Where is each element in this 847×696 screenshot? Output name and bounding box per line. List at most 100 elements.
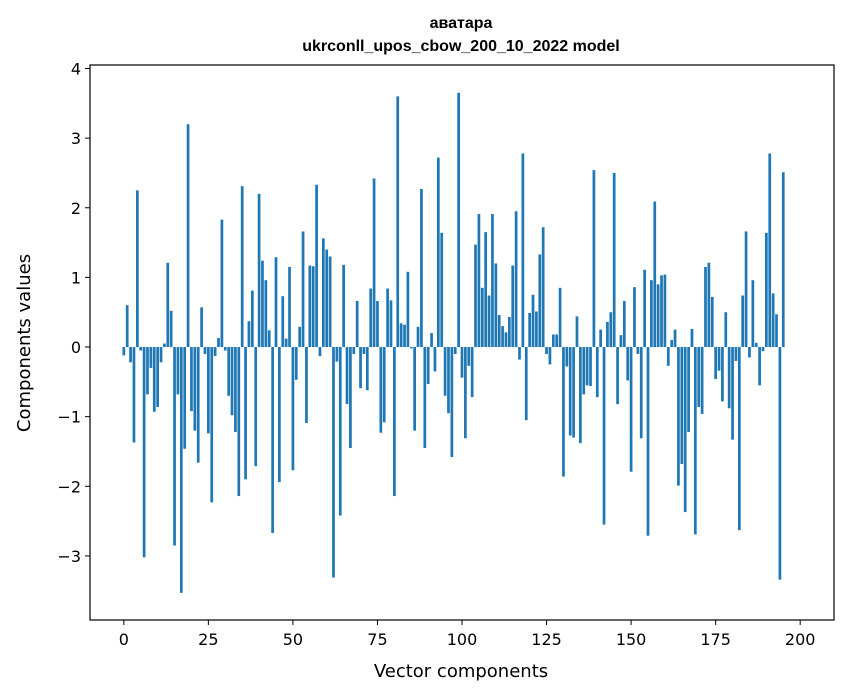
bar — [230, 347, 234, 416]
bar — [585, 347, 589, 386]
bar — [332, 347, 335, 578]
bar — [778, 347, 782, 580]
bar — [558, 287, 562, 348]
bar — [531, 294, 535, 348]
bar — [663, 274, 667, 348]
bar — [626, 347, 630, 381]
bar — [724, 312, 728, 348]
bar — [612, 172, 616, 348]
bar — [183, 347, 187, 449]
bar — [579, 347, 582, 444]
bar — [551, 334, 555, 348]
bar — [656, 284, 660, 348]
bar — [342, 264, 345, 348]
x-axis: 0 25 50 75 100 125 150 175 200 — [119, 620, 816, 649]
bar — [470, 347, 474, 398]
bar — [403, 324, 406, 348]
bar — [359, 347, 362, 389]
bar — [338, 347, 342, 516]
bar — [436, 157, 440, 348]
bar — [714, 347, 717, 380]
bar — [139, 347, 143, 351]
bar — [734, 347, 738, 361]
x-tick-label: 200 — [785, 630, 816, 649]
bar — [761, 347, 765, 352]
bar — [565, 347, 569, 367]
bar — [545, 347, 548, 354]
bars-group — [122, 92, 785, 593]
bar — [430, 333, 433, 348]
bar — [271, 347, 274, 533]
bar — [376, 301, 379, 348]
bar — [321, 238, 325, 348]
bar — [169, 310, 173, 348]
bar — [213, 347, 217, 357]
bar — [781, 172, 785, 348]
bar — [754, 342, 758, 348]
bar — [200, 307, 203, 348]
bar — [413, 347, 417, 431]
bar — [362, 347, 366, 354]
bar — [697, 347, 701, 407]
bar — [379, 347, 383, 433]
bar — [629, 347, 633, 472]
bar — [758, 347, 761, 386]
y-tick-label: 2 — [71, 199, 81, 218]
bar — [504, 332, 508, 348]
y-axis: −3 −2 −1 0 1 2 3 4 — [57, 59, 90, 566]
bar — [125, 305, 129, 348]
x-tick-label: 75 — [367, 630, 387, 649]
bar — [396, 96, 400, 348]
bar — [409, 347, 413, 349]
bar — [687, 347, 690, 432]
bar — [622, 301, 626, 348]
bar — [646, 347, 650, 536]
bar — [497, 314, 501, 348]
bar — [595, 347, 599, 398]
bar — [173, 347, 176, 546]
bar — [616, 347, 619, 405]
bar — [328, 256, 332, 348]
bar — [227, 347, 231, 396]
bar — [599, 329, 603, 348]
bar — [480, 287, 484, 348]
bar — [450, 347, 454, 458]
x-tick-label: 0 — [119, 630, 129, 649]
bar — [494, 263, 498, 348]
bar — [589, 347, 592, 387]
bar — [474, 244, 477, 348]
bar — [568, 347, 572, 436]
y-tick-label: 1 — [71, 268, 81, 287]
bar — [484, 232, 488, 348]
bar — [524, 347, 528, 421]
bar — [693, 347, 697, 535]
bar — [325, 249, 329, 348]
bar — [491, 214, 494, 348]
bar — [592, 170, 596, 348]
bar — [507, 317, 511, 348]
bar — [538, 254, 542, 348]
x-tick-label: 175 — [700, 630, 731, 649]
bar — [308, 265, 312, 348]
bar — [301, 231, 305, 348]
bar — [281, 296, 285, 348]
bar — [673, 329, 677, 348]
bar — [193, 347, 197, 431]
bar — [609, 312, 613, 348]
bar — [223, 347, 227, 351]
y-tick-label: 0 — [71, 338, 81, 357]
bar — [619, 335, 623, 348]
bar — [152, 347, 156, 412]
bar — [680, 347, 684, 465]
bar — [298, 326, 302, 348]
bar — [670, 340, 674, 348]
bar — [207, 347, 210, 434]
bar — [372, 178, 376, 348]
bar — [288, 266, 291, 348]
bar — [426, 347, 430, 384]
bar — [653, 201, 657, 348]
bar — [707, 262, 711, 348]
bar — [457, 92, 460, 348]
y-tick-label: −3 — [57, 547, 81, 566]
